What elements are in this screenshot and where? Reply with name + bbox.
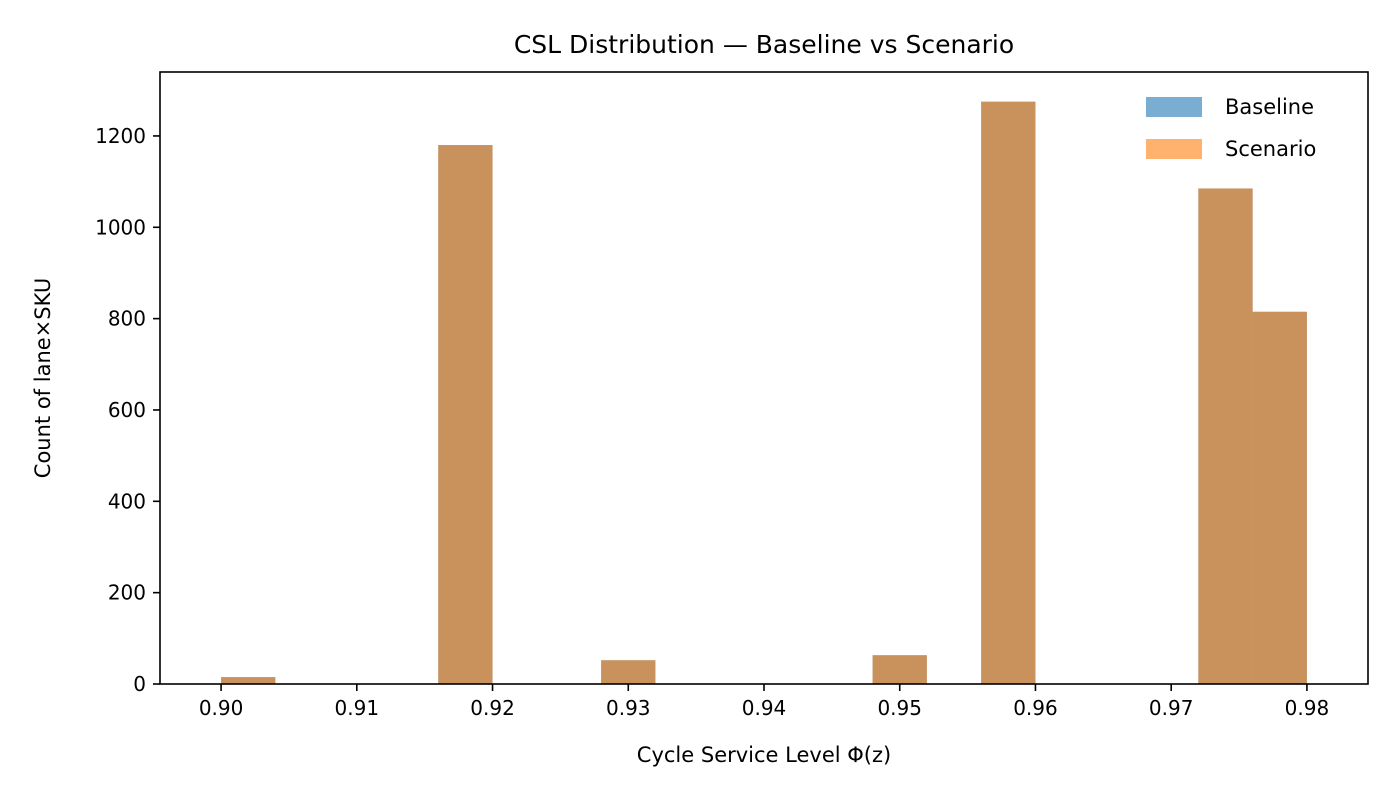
- bar-scenario-bin-7: [601, 660, 656, 684]
- y-tick-label: 400: [108, 489, 146, 513]
- y-tick-label: 0: [133, 672, 146, 696]
- x-axis-title: Cycle Service Level Φ(z): [637, 743, 891, 767]
- x-tick-label: 0.98: [1285, 696, 1330, 720]
- bar-scenario-bin-14: [981, 101, 1036, 684]
- bar-scenario-bin-4: [438, 145, 493, 684]
- y-tick-label: 1200: [95, 124, 146, 148]
- legend-label-baseline: Baseline: [1225, 95, 1314, 119]
- bar-scenario-bin-0: [221, 677, 276, 684]
- x-tick-label: 0.97: [1149, 696, 1194, 720]
- bar-scenario-bin-12: [872, 655, 927, 684]
- y-tick-label: 800: [108, 307, 146, 331]
- legend-swatch-baseline: [1146, 97, 1202, 117]
- x-tick-label: 0.95: [877, 696, 922, 720]
- x-tick-label: 0.90: [199, 696, 244, 720]
- bar-scenario-bin-19: [1252, 311, 1307, 684]
- x-tick-label: 0.93: [606, 696, 651, 720]
- y-tick-label: 200: [108, 581, 146, 605]
- plot-frame: [159, 71, 1369, 685]
- legend-label-scenario: Scenario: [1225, 137, 1316, 161]
- y-axis-title: Count of lane×SKU: [31, 278, 55, 478]
- x-tick-label: 0.91: [335, 696, 380, 720]
- legend-swatch-scenario: [1146, 139, 1202, 159]
- y-axis-ticks: 0 200 400 600 800 1000 1200: [95, 124, 160, 696]
- x-tick-label: 0.96: [1013, 696, 1058, 720]
- y-tick-label: 600: [108, 398, 146, 422]
- y-tick-label: 1000: [95, 215, 146, 239]
- legend: Baseline Scenario: [1146, 95, 1316, 161]
- bar-scenario-bin-18: [1198, 188, 1253, 684]
- bars-layer: [221, 101, 1307, 684]
- chart-title: CSL Distribution — Baseline vs Scenario: [514, 30, 1014, 59]
- x-tick-label: 0.92: [470, 696, 515, 720]
- x-axis-ticks: 0.90 0.91 0.92 0.93 0.94 0.95 0.96 0.97 0.98: [199, 684, 1329, 720]
- x-tick-label: 0.94: [742, 696, 787, 720]
